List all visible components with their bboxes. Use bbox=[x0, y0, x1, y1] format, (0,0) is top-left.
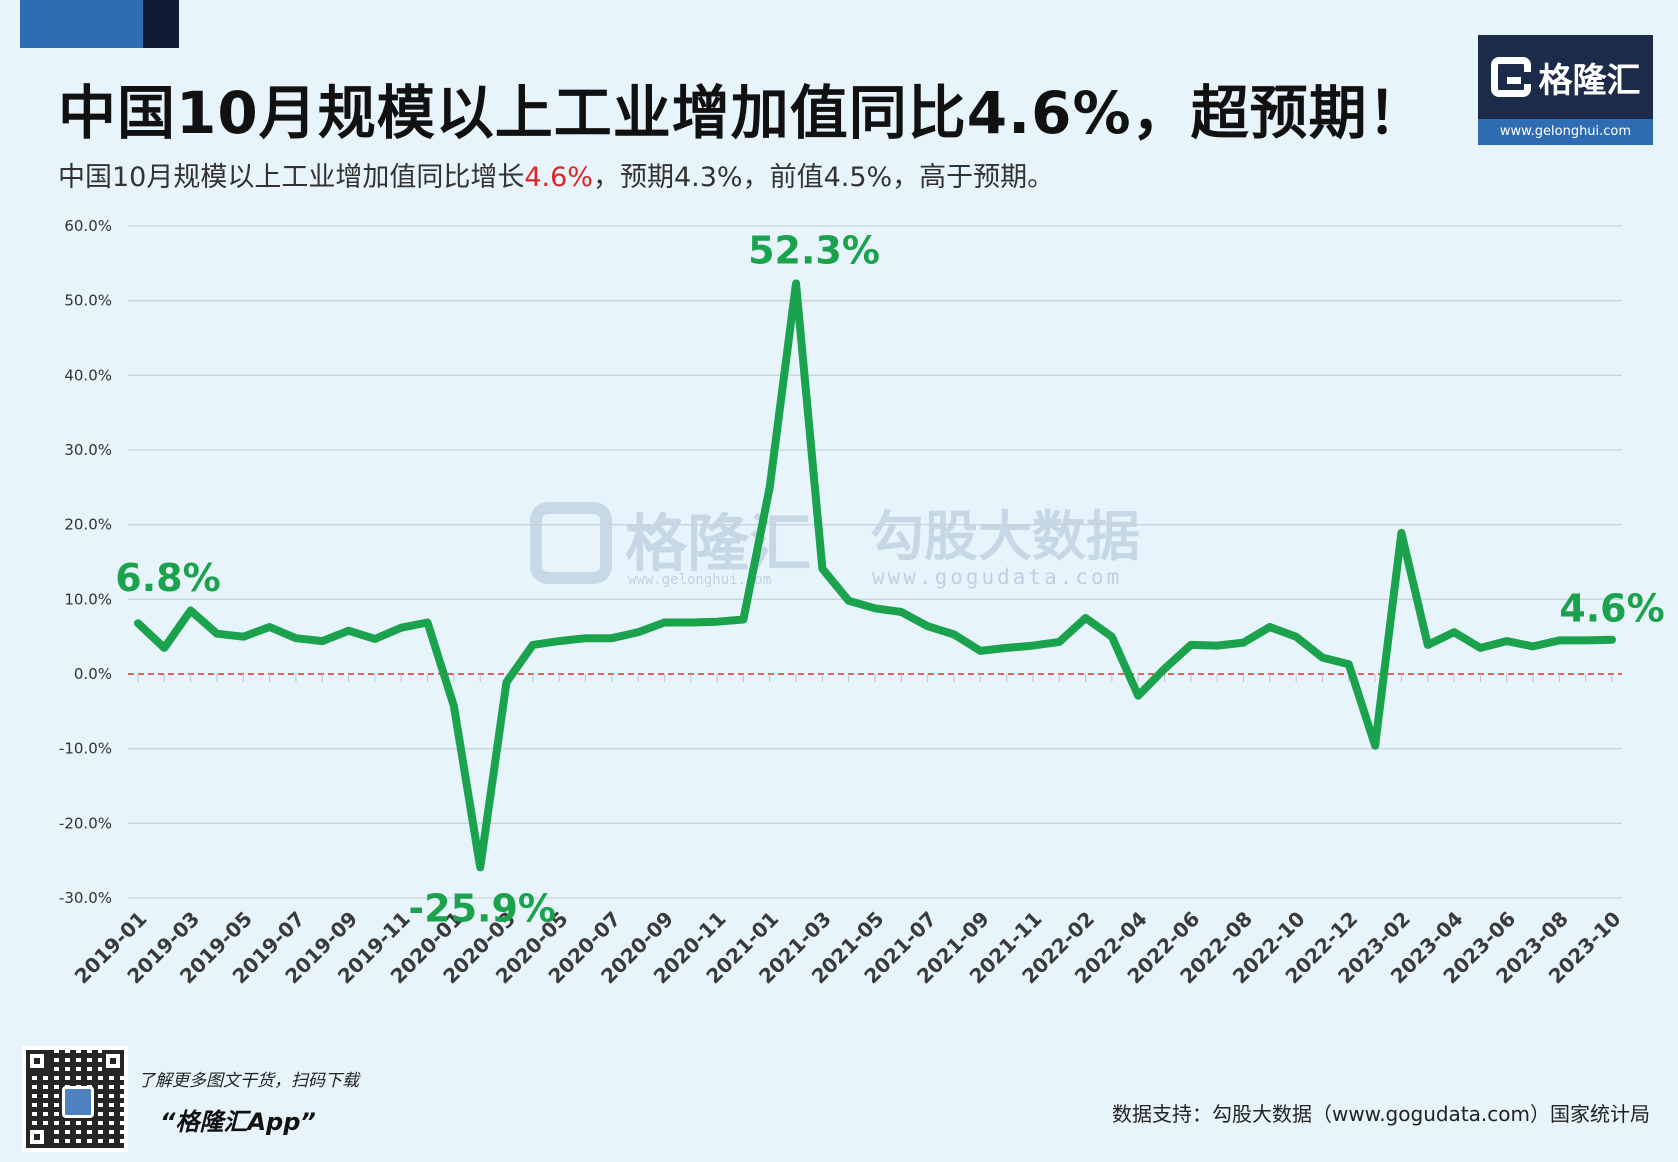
data-point bbox=[268, 625, 271, 628]
watermark-brand-1: 格隆汇 bbox=[625, 507, 811, 580]
data-point bbox=[1374, 744, 1377, 747]
data-point bbox=[689, 621, 692, 624]
data-point bbox=[979, 649, 982, 652]
data-point bbox=[347, 629, 350, 632]
data-point bbox=[215, 632, 218, 635]
top-accent-bar-navy bbox=[143, 0, 179, 48]
y-tick-label: 20.0% bbox=[64, 516, 112, 534]
y-tick-label: 10.0% bbox=[64, 590, 112, 608]
data-point bbox=[874, 607, 876, 610]
subtitle-highlight-value: 4.6% bbox=[524, 162, 593, 193]
data-point bbox=[1216, 644, 1219, 647]
watermark-brand-2: 勾股大数据 bbox=[870, 505, 1140, 568]
data-point bbox=[1558, 639, 1561, 642]
data-point bbox=[400, 626, 403, 629]
data-point bbox=[1005, 646, 1008, 649]
y-tick-label: 60.0% bbox=[64, 217, 112, 235]
data-point bbox=[321, 640, 324, 643]
data-point bbox=[663, 621, 666, 624]
data-source: 数据支持：勾股大数据（www.gogudata.com）国家统计局 bbox=[1111, 1102, 1650, 1126]
data-point bbox=[610, 637, 613, 640]
data-point bbox=[952, 633, 955, 636]
data-point bbox=[900, 611, 903, 614]
y-tick-label: -10.0% bbox=[59, 740, 112, 758]
data-point bbox=[558, 640, 561, 643]
watermark-logo-icon bbox=[530, 502, 612, 584]
brand-logo: 格隆汇 www.gelonghui.com bbox=[1478, 35, 1653, 145]
data-point bbox=[768, 486, 771, 489]
data-point bbox=[294, 637, 297, 640]
data-point bbox=[1031, 644, 1034, 647]
data-point bbox=[637, 631, 640, 634]
data-point bbox=[1479, 646, 1482, 649]
page-subtitle: 中国10月规模以上工业增加值同比增长4.6%，预期4.3%，前值4.5%，高于预… bbox=[58, 155, 1054, 194]
data-point bbox=[1453, 631, 1456, 634]
promo-text: 了解更多图文干货，扫码下载 bbox=[138, 1071, 359, 1091]
data-point bbox=[426, 621, 429, 624]
qr-center-logo-icon bbox=[62, 1086, 94, 1118]
data-point bbox=[479, 866, 482, 869]
data-point bbox=[242, 635, 245, 638]
data-point bbox=[847, 599, 850, 602]
data-point bbox=[1137, 694, 1140, 697]
data-label: 52.3% bbox=[748, 228, 880, 272]
data-point bbox=[926, 625, 929, 628]
y-tick-label: 40.0% bbox=[64, 366, 112, 384]
data-point bbox=[742, 618, 745, 621]
data-point bbox=[1584, 639, 1587, 642]
gelonghui-logo-icon bbox=[1490, 57, 1531, 97]
data-point bbox=[189, 609, 192, 612]
data-point bbox=[716, 620, 719, 623]
top-accent-bar-blue bbox=[20, 0, 143, 48]
data-point bbox=[1321, 656, 1324, 659]
data-point bbox=[821, 567, 824, 570]
watermark: 格隆汇 www.gelonghui.com 勾股大数据 www.gogudata… bbox=[530, 502, 1140, 589]
data-label: 6.8% bbox=[115, 556, 220, 600]
data-point bbox=[505, 681, 508, 684]
data-point bbox=[1268, 625, 1271, 628]
watermark-brand-1-url: www.gelonghui.com bbox=[628, 572, 771, 588]
data-point bbox=[795, 282, 798, 285]
data-point bbox=[452, 705, 455, 708]
data-point bbox=[1163, 667, 1166, 670]
data-point bbox=[1347, 663, 1350, 666]
y-tick-label: 50.0% bbox=[64, 292, 112, 310]
y-tick-label: 30.0% bbox=[64, 441, 112, 459]
promo-app-name: “格隆汇App” bbox=[160, 1108, 316, 1136]
data-point bbox=[584, 637, 587, 640]
data-point bbox=[1084, 617, 1087, 619]
data-point bbox=[1505, 640, 1508, 643]
data-point bbox=[1611, 638, 1613, 641]
data-point bbox=[1110, 635, 1113, 638]
data-point bbox=[1532, 645, 1535, 648]
data-point bbox=[1400, 531, 1403, 534]
data-point bbox=[1242, 641, 1245, 644]
subtitle-suffix: ，预期4.3%，前值4.5%，高于预期。 bbox=[592, 162, 1055, 193]
data-point bbox=[1295, 635, 1298, 638]
data-point bbox=[1189, 643, 1192, 646]
data-point bbox=[531, 643, 534, 646]
data-point bbox=[137, 622, 139, 625]
data-point bbox=[1426, 643, 1429, 646]
y-tick-label: -20.0% bbox=[59, 814, 112, 832]
logo-url: www.gelonghui.com bbox=[1478, 119, 1653, 145]
qr-code[interactable] bbox=[22, 1046, 128, 1152]
logo-name: 格隆汇 bbox=[1538, 60, 1641, 101]
subtitle-text: 中国10月规模以上工业增加值同比增长 bbox=[58, 162, 525, 193]
y-tick-label: 0.0% bbox=[74, 665, 112, 683]
data-point bbox=[373, 637, 376, 640]
data-label: 4.6% bbox=[1559, 587, 1664, 631]
page-title: 中国10月规模以上工业增加值同比4.6%，超预期！ bbox=[58, 79, 1427, 147]
data-point bbox=[1058, 640, 1061, 643]
data-point bbox=[163, 646, 166, 649]
watermark-brand-2-url: www.gogudata.com bbox=[872, 565, 1122, 589]
y-tick-label: -30.0% bbox=[59, 889, 112, 907]
data-label: -25.9% bbox=[408, 886, 556, 930]
